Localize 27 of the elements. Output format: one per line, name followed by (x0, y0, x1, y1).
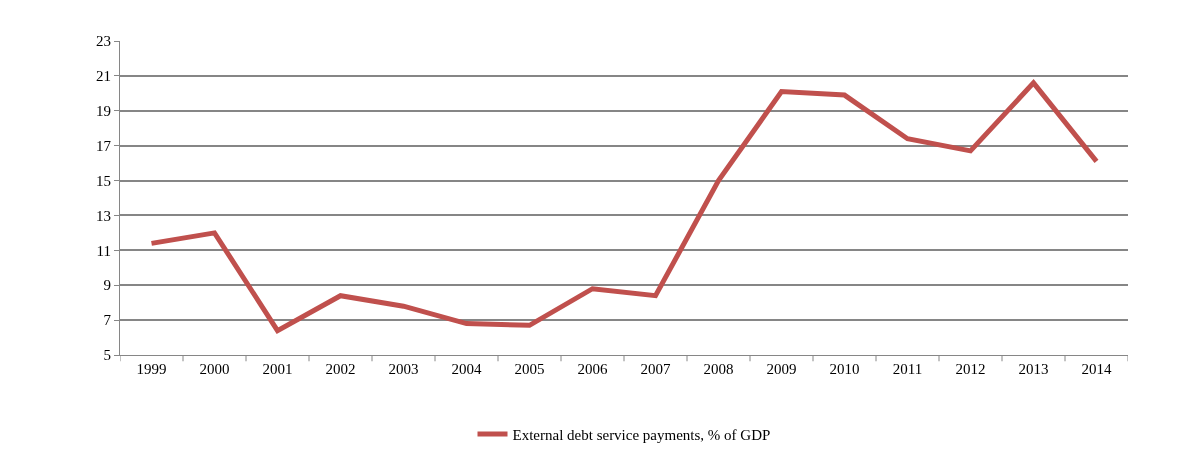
x-tick-label: 2007 (640, 361, 671, 377)
x-tick-label: 2002 (325, 361, 356, 377)
y-tick-label: 21 (96, 68, 111, 85)
y-tick-label: 17 (96, 137, 112, 154)
x-tick-label: 2009 (766, 361, 797, 377)
x-tick-label: 2001 (262, 361, 293, 377)
y-tick-label: 9 (103, 277, 111, 294)
x-tick-label: 2010 (829, 361, 860, 377)
y-tick-label: 23 (96, 33, 111, 50)
y-tick-label: 5 (103, 347, 111, 364)
y-tick-label: 13 (96, 207, 111, 224)
x-tick-label: 2005 (514, 361, 545, 377)
x-tick-label: 2014 (1081, 361, 1112, 377)
x-tick-label: 2012 (955, 361, 986, 377)
x-tick-label: 2013 (1018, 361, 1049, 377)
x-tick-label: 1999 (136, 361, 167, 377)
x-tick-label: 2008 (703, 361, 734, 377)
y-tick-label: 11 (96, 242, 111, 259)
legend-label: External debt service payments, % of GDP (512, 426, 771, 443)
y-tick-label: 7 (103, 312, 112, 329)
y-tick-label: 15 (96, 172, 111, 189)
x-tick-label: 2004 (451, 361, 482, 377)
y-tick-label: 19 (96, 103, 111, 120)
x-tick-label: 2006 (577, 361, 608, 377)
x-tick-label: 2011 (892, 361, 923, 377)
x-tick-label: 2003 (388, 361, 419, 377)
x-tick-label: 2000 (199, 361, 230, 377)
